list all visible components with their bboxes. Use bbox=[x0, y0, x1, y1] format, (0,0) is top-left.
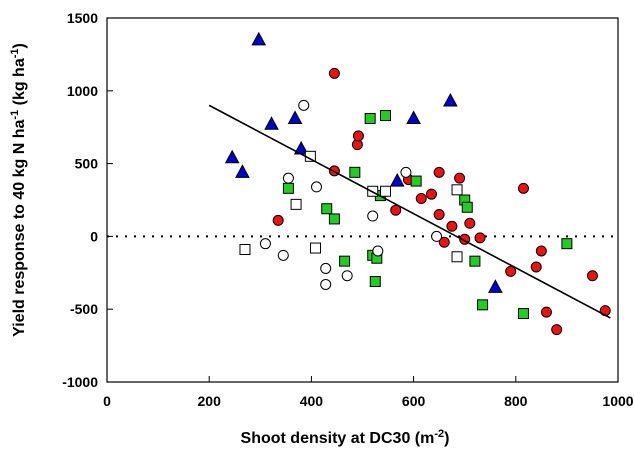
data-point bbox=[438, 236, 450, 248]
x-tick-label: 600 bbox=[402, 393, 426, 409]
data-point bbox=[389, 173, 405, 187]
data-point bbox=[320, 278, 332, 290]
y-tick-label: 0 bbox=[90, 228, 98, 244]
x-tick-label: 200 bbox=[198, 393, 222, 409]
data-point bbox=[367, 210, 379, 222]
data-point bbox=[586, 270, 598, 282]
x-axis: 0 200 400 600 800 1000 bbox=[103, 376, 634, 409]
data-point bbox=[379, 110, 391, 122]
plot-frame bbox=[106, 17, 619, 383]
x-axis-title: Shoot density at DC30 (m-2) bbox=[241, 428, 450, 447]
data-point bbox=[477, 299, 489, 311]
data-point bbox=[287, 110, 303, 124]
data-point bbox=[272, 214, 284, 226]
data-point bbox=[372, 245, 384, 257]
data-point bbox=[282, 182, 294, 194]
data-point bbox=[321, 203, 333, 215]
data-point bbox=[551, 324, 563, 336]
data-point bbox=[290, 198, 302, 210]
data-point bbox=[264, 116, 279, 130]
data-point bbox=[446, 220, 458, 232]
data-point bbox=[406, 110, 421, 124]
data-point bbox=[239, 244, 251, 256]
data-point bbox=[379, 185, 391, 197]
data-point bbox=[540, 306, 552, 318]
data-point bbox=[364, 112, 376, 124]
data-point bbox=[469, 255, 481, 267]
data-point bbox=[282, 172, 294, 184]
trend-line bbox=[208, 104, 611, 319]
data-point bbox=[530, 261, 542, 273]
data-point bbox=[400, 166, 412, 178]
data-point bbox=[561, 238, 573, 250]
y-tick-label: -1000 bbox=[62, 374, 98, 390]
y-tick-label: 1000 bbox=[67, 83, 98, 99]
data-point bbox=[443, 92, 458, 107]
x-tick-label: 0 bbox=[103, 393, 111, 409]
data-point bbox=[298, 99, 310, 111]
y-axis-title: Yield response to 40 kg N ha-1 (kg ha-1) bbox=[9, 43, 28, 337]
x-tick-label: 1000 bbox=[602, 393, 633, 409]
data-point bbox=[535, 245, 547, 257]
data-point bbox=[277, 249, 289, 261]
x-tick-label: 800 bbox=[504, 393, 528, 409]
x-tick-label: 400 bbox=[300, 393, 324, 409]
data-point bbox=[488, 279, 503, 293]
data-point bbox=[474, 232, 486, 244]
data-points bbox=[224, 31, 611, 336]
plot-area bbox=[106, 17, 619, 383]
data-point bbox=[433, 166, 445, 178]
data-point bbox=[309, 242, 321, 254]
data-point bbox=[349, 166, 361, 178]
data-point bbox=[390, 204, 402, 216]
y-tick-label: 500 bbox=[75, 156, 99, 172]
data-point bbox=[425, 188, 437, 200]
data-point bbox=[415, 193, 427, 205]
data-point bbox=[339, 255, 351, 267]
data-point bbox=[431, 230, 443, 242]
data-point bbox=[224, 149, 240, 164]
data-point bbox=[451, 251, 463, 263]
data-point bbox=[461, 201, 473, 213]
data-point bbox=[464, 217, 476, 229]
y-tick-label: 1500 bbox=[67, 10, 98, 26]
data-point bbox=[341, 270, 353, 282]
data-point bbox=[517, 182, 529, 194]
data-point bbox=[451, 184, 463, 196]
data-point bbox=[517, 308, 529, 320]
data-point bbox=[259, 238, 271, 250]
data-point bbox=[328, 67, 340, 79]
data-point bbox=[320, 262, 332, 274]
data-point bbox=[352, 130, 364, 142]
data-point bbox=[410, 175, 422, 187]
data-point bbox=[311, 181, 323, 193]
data-point bbox=[505, 265, 517, 277]
data-point bbox=[369, 276, 381, 288]
y-tick-label: -500 bbox=[70, 301, 98, 317]
data-point bbox=[328, 213, 340, 225]
data-point bbox=[454, 172, 466, 184]
data-point bbox=[251, 31, 267, 46]
y-axis: -1000 -500 0 500 1000 1500 bbox=[62, 10, 113, 390]
data-point bbox=[433, 209, 445, 221]
data-point bbox=[235, 164, 250, 178]
